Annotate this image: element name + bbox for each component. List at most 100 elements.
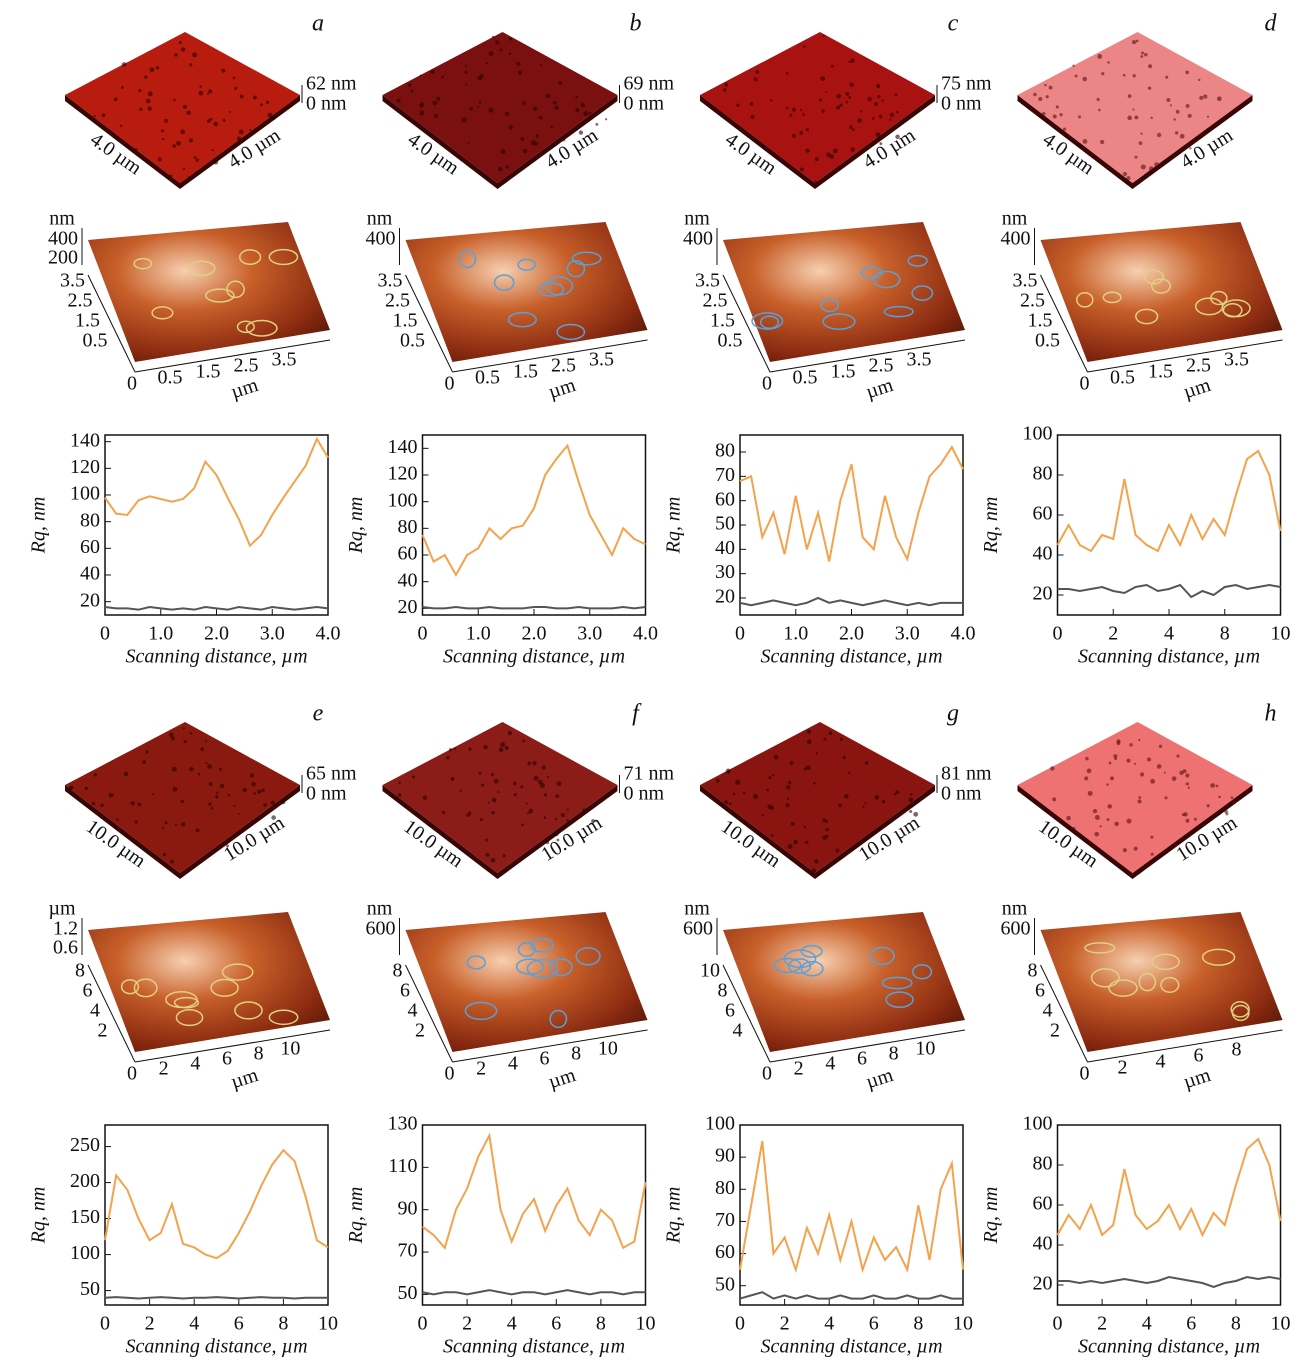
- x-tick-label: 8: [571, 1043, 581, 1065]
- afm-texture: [162, 138, 164, 140]
- afm-texture: [836, 106, 840, 110]
- afm-texture: [469, 107, 472, 110]
- x-tick-label: 10: [915, 1038, 935, 1060]
- y-tick-label: 60: [715, 1241, 735, 1263]
- afm-texture: [196, 158, 199, 161]
- afm-texture: [806, 128, 809, 131]
- afm-texture: [815, 157, 819, 161]
- afm-texture: [1046, 95, 1049, 98]
- x-tick-label: 0: [1053, 1313, 1063, 1335]
- height-min-label: 0 nm: [306, 93, 347, 115]
- x-tick-label: 1.5: [1148, 361, 1173, 383]
- afm-texture: [239, 130, 244, 135]
- afm-texture: [449, 748, 452, 751]
- afm-texture: [1078, 115, 1081, 118]
- afm-texture: [553, 101, 557, 105]
- afm-texture: [174, 53, 178, 57]
- afm-texture: [485, 839, 488, 842]
- x-tick-label: 0: [735, 623, 745, 645]
- height-max-label: 69 nm: [624, 73, 675, 95]
- panel-letter: f: [632, 701, 642, 727]
- afm-texture: [138, 89, 141, 92]
- afm-texture: [802, 113, 805, 116]
- x-tick-label: 1.0: [466, 623, 491, 645]
- afm-texture: [1073, 827, 1076, 830]
- x-tick-label: 4: [1142, 1313, 1152, 1335]
- x-tick-label: 0: [127, 373, 137, 395]
- afm-texture: [800, 168, 804, 172]
- afm-texture: [857, 118, 862, 123]
- afm-texture: [446, 756, 449, 759]
- x-tick-label: 4.0: [951, 623, 976, 645]
- x-tick-label: 2: [1118, 1057, 1128, 1079]
- afm-texture: [189, 63, 192, 66]
- afm-texture: [500, 742, 505, 747]
- y-axis-title: Rq, nm: [28, 1187, 50, 1245]
- y-tick-label: 6: [1035, 980, 1045, 1002]
- afm-texture: [180, 129, 185, 134]
- x-tick-label: 4.0: [316, 623, 341, 645]
- x-tick-label: 2: [780, 1313, 790, 1335]
- afm-texture: [1050, 766, 1054, 770]
- afm-texture: [1100, 825, 1102, 827]
- afm-texture: [804, 826, 806, 828]
- afm-texture: [181, 822, 185, 826]
- x-tick-label: 6: [1194, 1045, 1204, 1067]
- afm-texture: [144, 76, 147, 79]
- y-axis-title: Rq, nm: [345, 497, 367, 555]
- afm-texture: [860, 110, 862, 112]
- afm-texture: [755, 70, 759, 74]
- x-tick-label: 10: [953, 1313, 973, 1335]
- afm-texture: [1107, 804, 1112, 809]
- afm-texture: [729, 803, 732, 806]
- y-tick-label: 0.5: [1035, 330, 1060, 352]
- x-tick-label: 0: [1080, 373, 1090, 395]
- x-tick-label: 2.5: [234, 355, 259, 377]
- afm-texture: [523, 149, 527, 153]
- y-tick-label: 100: [388, 489, 418, 511]
- afm-texture: [803, 45, 806, 48]
- afm-texture: [1066, 816, 1070, 820]
- afm-texture: [460, 790, 462, 792]
- afm-texture: [814, 859, 818, 863]
- afm-texture: [508, 731, 512, 735]
- x-tick-label: 10: [1271, 1313, 1291, 1335]
- afm-texture: [807, 730, 811, 734]
- y-axis-title: Rq, nm: [345, 1187, 367, 1245]
- afm-texture: [411, 90, 414, 93]
- y-tick-label: 40: [398, 569, 418, 591]
- x-axis-title: Scanning distance, µm: [125, 1336, 307, 1358]
- y-tick-label: 70: [715, 464, 735, 486]
- afm-texture: [788, 844, 793, 849]
- afm-texture: [534, 776, 539, 781]
- afm-texture: [451, 777, 455, 781]
- afm-texture: [908, 798, 913, 803]
- afm-texture: [848, 96, 851, 99]
- afm-texture: [124, 772, 129, 777]
- y-tick-label: 2: [415, 1020, 425, 1042]
- x-axis-label: µm: [863, 374, 896, 403]
- afm-texture: [468, 747, 471, 750]
- y-tick-label: 80: [715, 440, 735, 462]
- afm-texture: [751, 115, 755, 119]
- afm-texture: [575, 108, 579, 112]
- x-tick-label: 10: [1271, 623, 1291, 645]
- plot-frame: [105, 1125, 328, 1305]
- afm-texture: [522, 740, 525, 743]
- afm-texture: [838, 804, 842, 808]
- afm-texture: [1132, 40, 1136, 44]
- afm-texture: [852, 128, 855, 131]
- afm-texture: [1180, 134, 1185, 139]
- afm-texture: [233, 77, 236, 80]
- afm-texture: [825, 828, 828, 831]
- afm-texture: [520, 785, 523, 788]
- y-tick-label: 0.5: [400, 330, 425, 352]
- panel-letter: a: [312, 11, 324, 37]
- afm-texture: [173, 99, 176, 102]
- y-tick-label: 30: [715, 561, 735, 583]
- afm-texture: [805, 148, 809, 152]
- afm-texture: [583, 111, 588, 116]
- afm-texture: [786, 785, 790, 789]
- afm-texture: [1140, 55, 1143, 58]
- y-axis-title: Rq, nm: [663, 497, 685, 555]
